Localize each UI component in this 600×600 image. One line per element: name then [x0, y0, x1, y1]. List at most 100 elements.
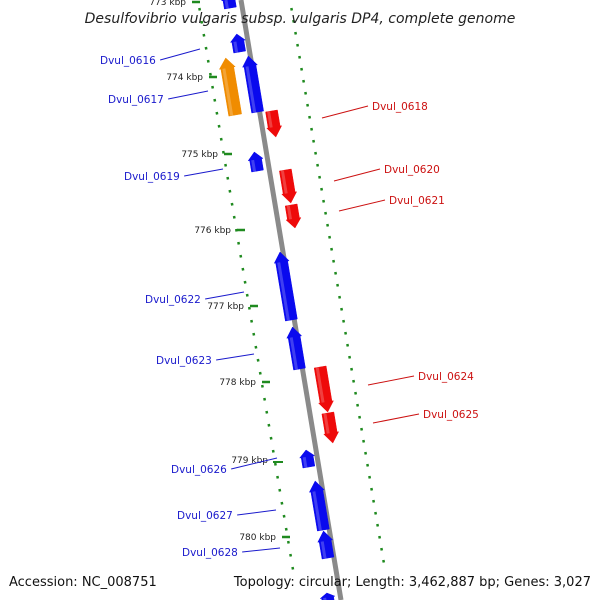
- gene-partial-shading: [233, 41, 239, 53]
- gene-dvul-0624-label: Dvul_0624: [367, 371, 474, 386]
- grid-dot: [340, 307, 344, 311]
- grid-dot: [282, 514, 286, 518]
- grid-dot: [243, 280, 247, 284]
- grid-dots: [198, 7, 386, 570]
- gene-partial[interactable]: [220, 0, 237, 10]
- tick-label: 778 kbp: [219, 378, 256, 388]
- grid-dot: [298, 55, 302, 59]
- gene-dvul-0616-shape[interactable]: [242, 55, 264, 114]
- gene-label-text: Dvul_0623: [156, 355, 212, 367]
- gene-dvul-0618-label: Dvul_0618: [321, 101, 428, 119]
- grid-dot: [322, 199, 326, 203]
- grid-dot: [239, 254, 243, 258]
- gene-label-text: Dvul_0625: [423, 409, 479, 421]
- gene-dvul-0624-shading: [315, 367, 325, 403]
- gene-dvul-0617-shape[interactable]: [218, 57, 242, 117]
- gene-dvul-0618[interactable]: [265, 109, 283, 138]
- gene-dvul-0625[interactable]: [321, 411, 340, 444]
- grid-dot: [380, 547, 384, 551]
- scale-tick: 775 kbp: [181, 150, 232, 160]
- gene-dvul-0626-shape[interactable]: [299, 449, 316, 469]
- grid-dot: [320, 187, 324, 191]
- gene-dvul-0628[interactable]: [317, 530, 335, 560]
- gene-dvul-0623[interactable]: [286, 326, 306, 371]
- grid-dot: [308, 115, 312, 119]
- scale-ticks: 773 kbp 774 kbp 775 kbp 776 kbp 777 kbp 778 k…: [149, 0, 290, 543]
- leader-line: [184, 168, 224, 177]
- gene-dvul-0622[interactable]: [273, 251, 298, 322]
- gene-label-text: Dvul_0617: [108, 94, 164, 106]
- gene-partial-shape[interactable]: [319, 592, 336, 600]
- grid-dot: [350, 367, 354, 371]
- grid-dot: [241, 267, 245, 271]
- grid-dot: [260, 384, 264, 388]
- scale-tick: 774 kbp: [166, 73, 217, 83]
- gene-features: [218, 0, 340, 600]
- grid-dot: [280, 501, 284, 505]
- gene-dvul-0618-shape[interactable]: [265, 109, 283, 138]
- grid-dot: [211, 85, 215, 89]
- grid-dot: [366, 463, 370, 467]
- leader-line: [160, 48, 201, 61]
- grid-dot: [234, 228, 238, 232]
- gene-dvul-0621-shading: [286, 205, 292, 220]
- gene-dvul-0628-shape[interactable]: [317, 530, 335, 560]
- grid-dot: [224, 163, 228, 167]
- gene-dvul-0621[interactable]: [284, 203, 302, 229]
- gene-dvul-0623-shape[interactable]: [286, 326, 306, 371]
- leader-line: [168, 90, 209, 100]
- gene-dvul-0624-shape[interactable]: [313, 365, 334, 413]
- scale-tick: 778 kbp: [219, 378, 270, 388]
- grid-dot: [356, 403, 360, 407]
- grid-dot: [237, 241, 241, 245]
- gene-dvul-0616[interactable]: [242, 55, 264, 114]
- gene-dvul-0617[interactable]: [218, 57, 242, 117]
- gene-dvul-0627-shading: [312, 491, 322, 531]
- gene-dvul-0626[interactable]: [299, 449, 316, 469]
- gene-dvul-0623-label: Dvul_0623: [156, 353, 255, 367]
- grid-dot: [247, 306, 251, 310]
- gene-dvul-0621-shape[interactable]: [284, 203, 302, 229]
- scale-tick: 776 kbp: [194, 226, 245, 236]
- gene-dvul-0627-shape[interactable]: [308, 480, 330, 532]
- gene-partial[interactable]: [229, 33, 246, 54]
- grid-dot: [265, 410, 269, 414]
- grid-dot: [226, 176, 230, 180]
- grid-dot: [334, 271, 338, 275]
- gene-partial-shape[interactable]: [229, 33, 246, 54]
- gene-dvul-0619-shape[interactable]: [247, 151, 264, 173]
- grid-dot: [256, 358, 260, 362]
- gene-dvul-0622-shape[interactable]: [273, 251, 298, 322]
- gene-dvul-0620[interactable]: [279, 168, 298, 204]
- grid-dot: [252, 332, 256, 336]
- leader-line: [237, 509, 277, 516]
- gene-dvul-0628-shading: [320, 541, 327, 559]
- tick-label: 776 kbp: [194, 226, 231, 236]
- tick-label: 773 kbp: [149, 0, 186, 8]
- gene-dvul-0622-label: Dvul_0622: [145, 291, 245, 306]
- gene-dvul-0619[interactable]: [247, 151, 264, 173]
- leader-line: [372, 413, 420, 424]
- gene-dvul-0625-shape[interactable]: [321, 411, 340, 444]
- grid-dot: [273, 462, 277, 466]
- grid-dot: [360, 427, 364, 431]
- grid-dot: [206, 59, 210, 63]
- gene-dvul-0620-label: Dvul_0620: [333, 164, 440, 182]
- grid-dot: [352, 379, 356, 383]
- gene-dvul-0624[interactable]: [313, 365, 334, 413]
- grid-dot: [217, 124, 221, 128]
- gene-partial[interactable]: [319, 592, 336, 600]
- gene-dvul-0616-label: Dvul_0616: [100, 48, 201, 67]
- gene-dvul-0619-label: Dvul_0619: [124, 168, 224, 183]
- gene-partial-shape[interactable]: [220, 0, 237, 10]
- gene-label-text: Dvul_0624: [418, 371, 474, 383]
- gene-dvul-0620-shape[interactable]: [279, 168, 298, 204]
- gene-partial-shading: [323, 597, 327, 600]
- gene-dvul-0627[interactable]: [308, 480, 330, 532]
- gene-dvul-0619-shading: [251, 159, 257, 172]
- scale-tick: 773 kbp: [149, 0, 200, 8]
- gene-label-text: Dvul_0616: [100, 55, 156, 67]
- grid-dot: [202, 33, 206, 37]
- accession-text: Accession: NC_008751: [9, 575, 157, 590]
